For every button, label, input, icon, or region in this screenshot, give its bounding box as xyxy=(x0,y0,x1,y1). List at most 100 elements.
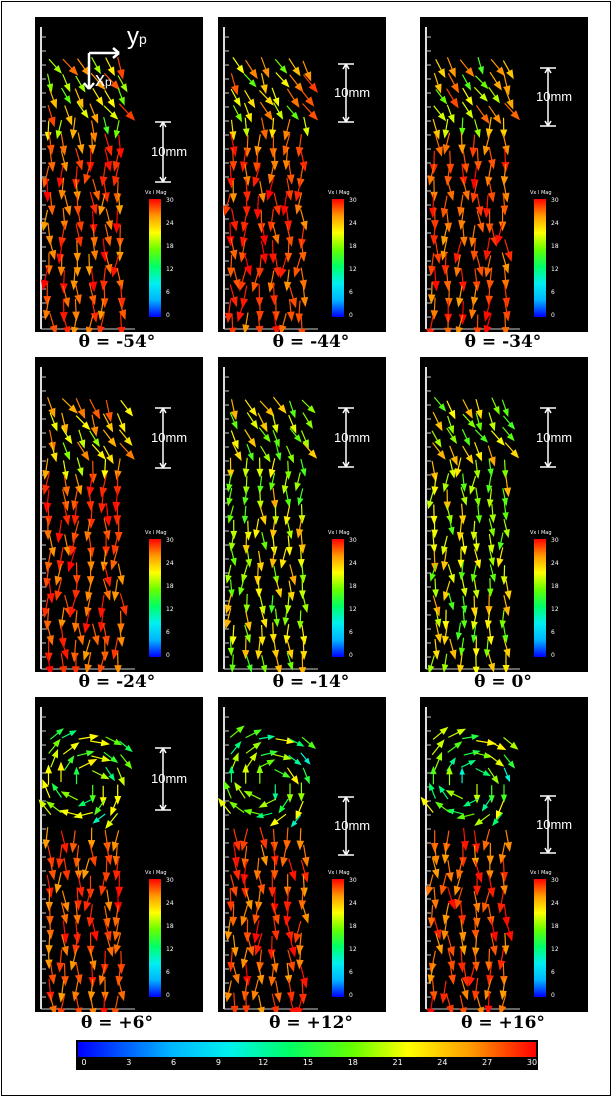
global-colorbar-tick: 3 xyxy=(126,1058,132,1067)
vector-head xyxy=(436,739,445,749)
vector-head xyxy=(264,96,274,106)
vector-head xyxy=(96,80,106,91)
vector-head xyxy=(57,761,65,771)
vector-head xyxy=(107,437,117,448)
global-colorbar-tick: 27 xyxy=(482,1058,493,1067)
vector-head xyxy=(112,870,121,881)
vector-head xyxy=(73,811,83,819)
vector-head xyxy=(248,407,257,417)
vector-head xyxy=(502,634,509,644)
vector-head xyxy=(458,571,466,581)
vector-head xyxy=(54,575,62,586)
vector-head xyxy=(458,914,466,926)
vector-head xyxy=(108,773,115,782)
vector-head xyxy=(449,757,456,765)
colorbar-tick-label: 6 xyxy=(349,289,353,296)
vector-head xyxy=(111,841,120,852)
vector-head xyxy=(69,129,78,140)
scale-label: 10mm xyxy=(536,429,573,445)
vector-head xyxy=(77,408,86,419)
vector-head xyxy=(103,126,110,135)
colorbar-tick-label: 0 xyxy=(349,312,353,319)
vector-head xyxy=(504,250,513,262)
colorbar-tick-label: 30 xyxy=(551,197,559,204)
vector-head xyxy=(288,1007,297,1012)
vector-head xyxy=(445,790,455,797)
vector-head xyxy=(458,931,467,942)
global-colorbar-tick: 6 xyxy=(171,1058,177,1067)
vector-head xyxy=(448,974,456,985)
vector-head xyxy=(271,1005,279,1012)
vector-head xyxy=(460,483,467,492)
vector-head xyxy=(236,64,245,74)
vector-head xyxy=(257,1006,265,1012)
vector-head xyxy=(71,326,79,332)
vector-head xyxy=(223,205,231,217)
vector-head xyxy=(498,221,507,232)
vector-head xyxy=(429,782,435,791)
vector-head xyxy=(255,325,264,332)
vector-head xyxy=(430,235,439,246)
vector-head xyxy=(286,174,295,185)
vector-head xyxy=(59,145,68,156)
colorbar-gradient xyxy=(534,539,546,657)
vector-head xyxy=(307,405,316,414)
vector-head xyxy=(117,636,125,647)
vector-head xyxy=(227,267,235,278)
vector-head xyxy=(75,159,84,171)
vector-head xyxy=(275,588,283,598)
vector-head xyxy=(468,759,477,766)
vector-head xyxy=(232,973,240,985)
vector-head xyxy=(431,529,439,539)
vector-head xyxy=(56,858,64,869)
scale-bar xyxy=(155,121,171,183)
vector-head xyxy=(227,647,235,657)
vector-head xyxy=(257,485,264,494)
vector-head xyxy=(63,83,71,93)
colorbar-tick-label: 12 xyxy=(166,266,174,273)
vector-head xyxy=(89,473,97,484)
y-axis-label: yp xyxy=(127,23,147,51)
colorbar-tick-label: 0 xyxy=(166,312,170,319)
vector-head xyxy=(230,410,238,421)
vector-head xyxy=(42,839,50,850)
velocity-panel: 10mm Vx l Mag 30 24 18 12 6 0 xyxy=(218,697,386,1012)
vector-head xyxy=(299,574,307,584)
vector-head xyxy=(59,665,68,672)
vector-head xyxy=(224,992,233,1003)
vector-head xyxy=(49,324,58,332)
vector-head xyxy=(434,83,442,94)
vector-head xyxy=(444,222,452,233)
vector-head xyxy=(484,619,492,630)
vector-head xyxy=(475,409,483,420)
vector-head xyxy=(253,209,262,220)
vector-head xyxy=(451,82,460,94)
vector-head xyxy=(74,1007,83,1012)
vector-head xyxy=(87,840,96,850)
vector-head xyxy=(101,651,109,662)
vector-head xyxy=(496,436,505,446)
vector-head xyxy=(117,575,125,586)
vector-head xyxy=(459,515,467,525)
vector-head xyxy=(103,590,111,601)
x-axis-subscript: p xyxy=(105,75,112,89)
vector-head xyxy=(277,404,287,414)
vector-head xyxy=(287,311,295,322)
vector-head xyxy=(439,726,449,735)
vector-head xyxy=(289,297,297,309)
vector-head xyxy=(73,914,81,925)
vector-head xyxy=(260,618,268,629)
vector-head xyxy=(89,1007,97,1012)
vector-head xyxy=(62,870,71,881)
colorbar-title: Vx l Mag xyxy=(530,530,552,536)
vector-head xyxy=(459,1007,467,1012)
vector-head xyxy=(229,916,238,927)
vector-head xyxy=(112,855,121,867)
vector-head xyxy=(481,902,490,913)
vector-head xyxy=(44,530,52,541)
vector-head xyxy=(107,66,115,77)
vector-head xyxy=(228,327,237,332)
vector-head xyxy=(441,235,449,246)
vector-head xyxy=(500,176,509,187)
global-colorbar-tick: 12 xyxy=(258,1058,269,1067)
